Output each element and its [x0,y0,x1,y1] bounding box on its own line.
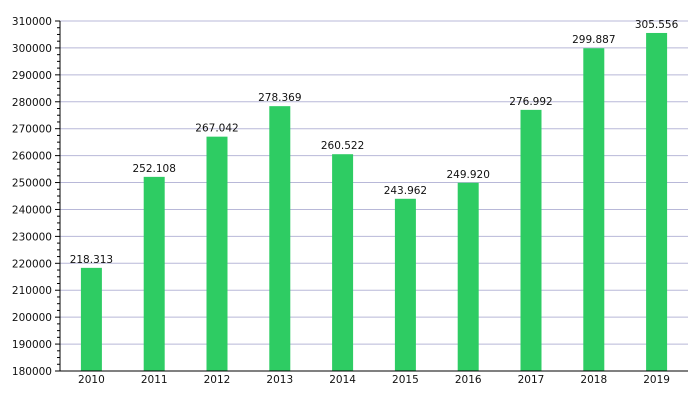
x-tick-label: 2011 [141,374,168,386]
bar [520,109,542,372]
bar [80,267,102,371]
bar [206,136,228,371]
x-tick-label: 2019 [643,374,670,386]
y-tick-label: 180000 [12,366,52,378]
bar-value-label: 243.962 [384,185,427,197]
bar-value-label: 299.887 [572,34,615,46]
bar-value-label: 278.369 [258,92,301,104]
y-tick-label: 310000 [12,16,52,28]
y-tick-label: 270000 [12,124,52,136]
bar [269,106,291,371]
x-tick-label: 2015 [392,374,419,386]
bar-value-label: 218.313 [70,254,113,266]
y-tick-label: 280000 [12,97,52,109]
bar-value-label: 260.522 [321,140,364,152]
y-tick-label: 250000 [12,178,52,190]
bar [332,154,354,371]
x-tick-label: 2013 [266,374,293,386]
y-tick-label: 190000 [12,339,52,351]
bar [583,48,605,372]
x-tick-label: 2018 [580,374,607,386]
x-tick-label: 2017 [518,374,545,386]
bar-value-label: 252.108 [132,163,175,175]
x-tick-label: 2012 [204,374,231,386]
bar-value-label: 276.992 [509,96,552,108]
bar [457,182,479,371]
bar [646,32,668,372]
bar [143,176,165,371]
y-tick-label: 230000 [12,231,52,243]
y-tick-label: 200000 [12,312,52,324]
bar-value-label: 267.042 [195,123,238,135]
labels: 180000 190000 200000 210000 220000 230000 2400… [12,16,679,386]
y-tick-label: 220000 [12,258,52,270]
y-tick-label: 210000 [12,285,52,297]
bar-value-label: 305.556 [635,19,679,31]
x-tick-label: 2016 [455,374,482,386]
y-tick-label: 300000 [12,43,52,55]
y-tick-label: 290000 [12,70,52,82]
bar [394,198,416,371]
y-tick-label: 240000 [12,204,52,216]
axes [55,20,688,372]
y-tick-label: 260000 [12,151,52,163]
x-tick-label: 2014 [329,374,356,386]
bar-value-label: 249.920 [446,169,489,181]
x-tick-label: 2010 [78,374,105,386]
bars [80,32,668,372]
